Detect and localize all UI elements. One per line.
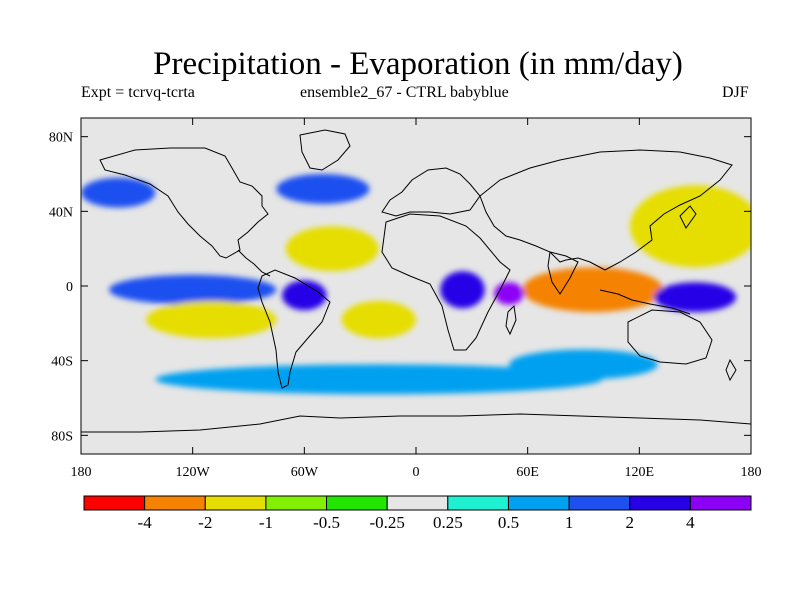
x-tick-label: 0 bbox=[413, 465, 420, 480]
colorbar-label: 0.25 bbox=[433, 513, 463, 532]
colorbar-label: -4 bbox=[138, 513, 153, 532]
colorbar-swatch bbox=[265, 495, 328, 511]
field-region-south-pacific-dry bbox=[146, 300, 277, 339]
colorbar-label: -0.5 bbox=[313, 513, 340, 532]
colorbar-legend: -4 -2 -1 -0.5 -0.25 0.25 0.5 1 2 4 bbox=[83, 495, 752, 532]
x-tick-label: 60E bbox=[516, 465, 539, 480]
y-tick-label: 80S bbox=[51, 429, 73, 444]
colorbar-label: -2 bbox=[198, 513, 212, 532]
x-tick-label: 60W bbox=[291, 465, 319, 480]
colorbar-swatch bbox=[507, 495, 570, 511]
y-tick-label: 40N bbox=[49, 205, 73, 220]
field-region-maritime-continent-wet bbox=[654, 282, 737, 313]
colorbar-label: 2 bbox=[625, 513, 634, 532]
axis-ticks: 180 120W 60W 0 60E 120E 180 80N 40N 0 40S 80S bbox=[49, 118, 762, 480]
precipitation-field-layer bbox=[81, 174, 751, 395]
colorbar-swatch bbox=[689, 495, 752, 511]
experiment-label: Expt = tcrvq-tcrta bbox=[81, 84, 195, 101]
x-tick-label: 120W bbox=[176, 465, 211, 480]
field-region-southern-indian-wet bbox=[509, 349, 658, 380]
field-region-equatorial-pacific-wet bbox=[108, 274, 277, 305]
colorbar-swatch bbox=[386, 495, 449, 511]
colorbar-swatch bbox=[568, 495, 631, 511]
field-region-indian-ocean-dry-band bbox=[522, 267, 664, 313]
field-region-north-atlantic-dry bbox=[285, 226, 379, 272]
field-region-western-pacific-dry-edge bbox=[630, 185, 751, 268]
y-tick-label: 0 bbox=[66, 280, 73, 295]
x-tick-label: 180 bbox=[741, 465, 762, 480]
colorbar-label: -0.25 bbox=[369, 513, 404, 532]
coastline-layer bbox=[81, 129, 751, 433]
colorbar-swatch bbox=[629, 495, 691, 511]
x-tick-label: 120E bbox=[625, 465, 655, 480]
field-region-south-atlantic-dry bbox=[341, 300, 416, 339]
colorbar-swatch bbox=[447, 495, 509, 511]
colorbar-label: 0.5 bbox=[498, 513, 519, 532]
field-region-southern-ocean-wet bbox=[155, 364, 603, 395]
colorbar-swatch bbox=[204, 495, 267, 511]
colorbar-label: 4 bbox=[686, 513, 695, 532]
field-region-central-africa-wet bbox=[440, 271, 485, 309]
field-region-north-pacific-storm-track bbox=[81, 177, 156, 208]
ensemble-label: ensemble2_67 - CTRL babyblue bbox=[300, 84, 509, 101]
x-tick-label: 180 bbox=[71, 465, 92, 480]
y-tick-label: 40S bbox=[51, 355, 73, 370]
colorbar-label: -1 bbox=[259, 513, 273, 532]
chart-title: Precipitation - Evaporation (in mm/day) bbox=[153, 46, 683, 82]
colorbar-swatch bbox=[83, 495, 146, 511]
season-label: DJF bbox=[722, 84, 749, 101]
y-tick-label: 80N bbox=[49, 131, 73, 146]
colorbar-swatch bbox=[144, 495, 206, 511]
colorbar-swatch bbox=[326, 495, 388, 511]
colorbar-label: 1 bbox=[565, 513, 574, 532]
field-region-amazon-wet bbox=[282, 280, 327, 311]
field-region-north-atlantic-storm-track bbox=[276, 174, 370, 204]
